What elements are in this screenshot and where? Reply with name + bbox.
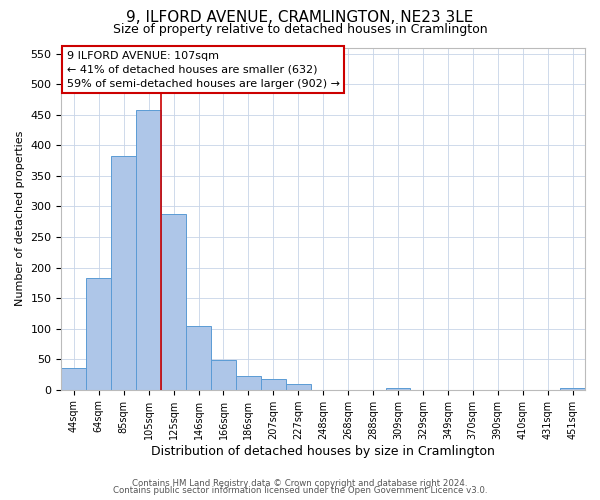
Text: Size of property relative to detached houses in Cramlington: Size of property relative to detached ho… bbox=[113, 22, 487, 36]
Text: Contains HM Land Registry data © Crown copyright and database right 2024.: Contains HM Land Registry data © Crown c… bbox=[132, 478, 468, 488]
Text: 9 ILFORD AVENUE: 107sqm
← 41% of detached houses are smaller (632)
59% of semi-d: 9 ILFORD AVENUE: 107sqm ← 41% of detache… bbox=[67, 51, 340, 89]
Bar bbox=[386, 388, 410, 390]
Bar bbox=[111, 156, 136, 390]
Bar bbox=[261, 378, 286, 390]
Bar bbox=[560, 388, 585, 390]
Bar bbox=[211, 360, 236, 390]
Bar bbox=[136, 110, 161, 390]
Bar bbox=[286, 384, 311, 390]
Y-axis label: Number of detached properties: Number of detached properties bbox=[15, 131, 25, 306]
Bar bbox=[161, 214, 186, 390]
Text: 9, ILFORD AVENUE, CRAMLINGTON, NE23 3LE: 9, ILFORD AVENUE, CRAMLINGTON, NE23 3LE bbox=[127, 10, 473, 25]
Bar bbox=[186, 326, 211, 390]
X-axis label: Distribution of detached houses by size in Cramlington: Distribution of detached houses by size … bbox=[151, 444, 495, 458]
Text: Contains public sector information licensed under the Open Government Licence v3: Contains public sector information licen… bbox=[113, 486, 487, 495]
Bar bbox=[61, 368, 86, 390]
Bar bbox=[236, 376, 261, 390]
Bar bbox=[86, 278, 111, 390]
